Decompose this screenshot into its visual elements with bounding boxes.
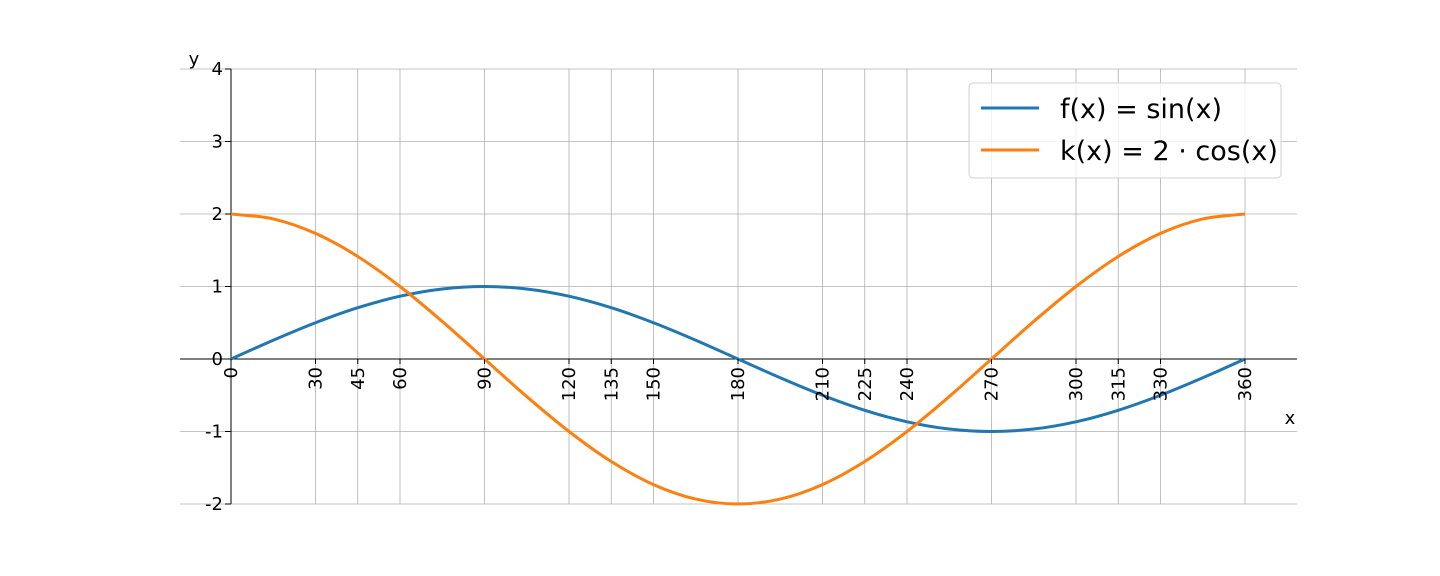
x-tick-label: 330 (1151, 367, 1172, 401)
x-tick-label: 360 (1235, 367, 1256, 401)
x-tick-label: 225 (855, 367, 876, 401)
grid (180, 68, 1297, 505)
x-tick-label: 120 (559, 367, 580, 401)
x-axis-label: x (1285, 408, 1296, 429)
tick-labels: -2 -1 0 1 2 3 4 0 30 45 60 90 120 135 150 180 210 225 240 2… (205, 59, 1256, 515)
legend-label-sin: f(x) = sin(x) (1060, 94, 1222, 125)
y-tick-label: -2 (205, 494, 223, 515)
x-tick-label: 30 (306, 367, 327, 390)
series-line-1 (230, 212, 1246, 506)
y-tick-label: 0 (212, 349, 223, 370)
x-tick-label: 300 (1066, 367, 1087, 401)
x-tick-label: 315 (1108, 367, 1129, 401)
x-tick-label: 210 (813, 367, 834, 401)
x-tick-label: 150 (644, 367, 665, 401)
x-tick-label: 180 (728, 367, 749, 401)
x-tick-label: 270 (982, 367, 1003, 401)
x-tick-label: 60 (390, 367, 411, 390)
y-axis-label: y (189, 49, 200, 70)
legend: f(x) = sin(x) k(x) = 2 · cos(x) (968, 82, 1282, 179)
legend-frame (968, 82, 1282, 179)
y-tick-label: 1 (212, 277, 223, 298)
y-tick-label: 2 (212, 204, 223, 225)
x-tick-label: 90 (475, 367, 496, 390)
y-tick-label: 4 (212, 59, 223, 80)
x-tick-label: 45 (348, 367, 369, 390)
x-tick-label: 240 (897, 367, 918, 401)
x-tick-label: 0 (221, 367, 242, 378)
y-tick-label: -1 (205, 422, 223, 443)
legend-label-cos: k(x) = 2 · cos(x) (1060, 136, 1278, 167)
x-tick-label: 135 (601, 367, 622, 401)
y-tick-label: 3 (212, 132, 223, 153)
